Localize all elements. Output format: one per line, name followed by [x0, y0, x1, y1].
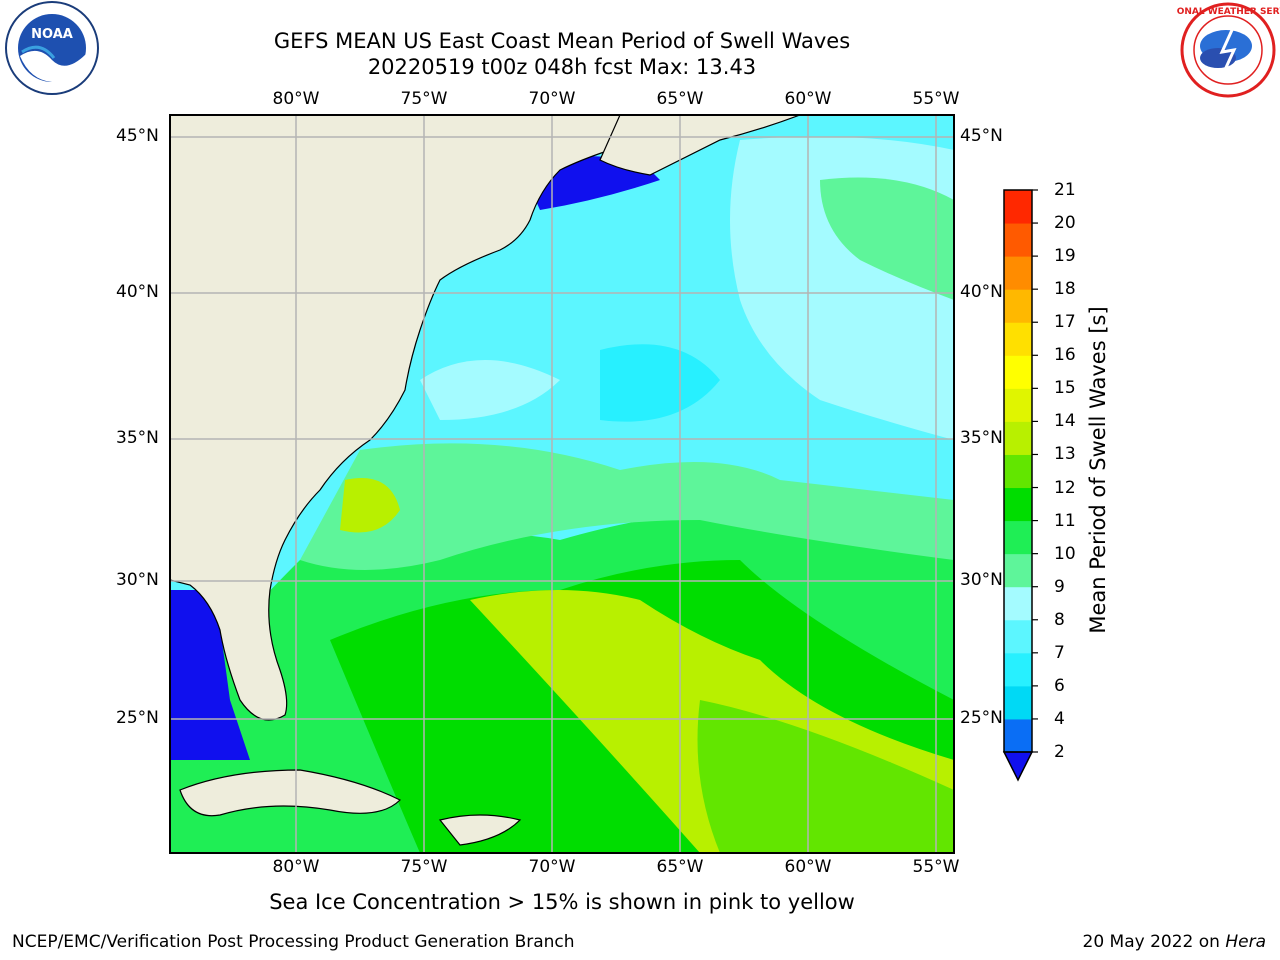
- colorbar-tick-label: 15: [1054, 378, 1076, 399]
- land-cuba: [179, 769, 402, 817]
- land-nova-scotia: [599, 115, 801, 176]
- lat-label-left-45n: 45°N: [116, 126, 159, 146]
- lon-label-top-55w: 55°W: [912, 89, 960, 109]
- swell-patch-gulf-of-mexico: [170, 590, 250, 760]
- colorbar-label: Mean Period of Swell Waves [s]: [1086, 306, 1110, 634]
- swell-patch-light-cyan: [420, 360, 560, 420]
- lon-label-top-75w: 75°W: [400, 89, 448, 109]
- footer-host: Hera: [1225, 932, 1266, 952]
- colorbar-tick-label: 19: [1054, 246, 1076, 267]
- colorbar-tick-label: 6: [1054, 675, 1065, 696]
- noaa-logo-text: NOAA: [31, 27, 73, 42]
- colorbar-frame: [1003, 189, 1033, 753]
- colorbar-segment: [1004, 256, 1032, 290]
- colorbar-tick-label: 21: [1054, 180, 1076, 200]
- colorbar-segment: [1004, 190, 1032, 224]
- lon-label-top-70w: 70°W: [528, 89, 576, 109]
- colorbar-segment: [1004, 322, 1032, 356]
- noaa-logo: NOAA: [0, 0, 106, 104]
- colorbar-tick-label: 17: [1054, 312, 1076, 333]
- nws-logo-text: NATIONAL WEATHER SERVICE: [1176, 7, 1280, 17]
- lon-label-bottom-70w: 70°W: [528, 857, 576, 877]
- colorbar-tick-label: 16: [1054, 345, 1076, 366]
- colorbar-segment: [1004, 553, 1032, 588]
- lon-label-bottom-80w: 80°W: [272, 857, 320, 877]
- graticule: [170, 115, 954, 853]
- colorbar-tick-label: 8: [1054, 609, 1065, 630]
- footer-producer: NCEP/EMC/Verification Post Processing Pr…: [12, 932, 575, 952]
- colorbar-tick-label: 9: [1054, 576, 1065, 597]
- colorbar-segment: [1004, 223, 1032, 257]
- lat-label-right-40n: 40°N: [960, 282, 1003, 302]
- colorbar-segment: [1004, 487, 1032, 522]
- colorbar-tick-label: 13: [1054, 444, 1076, 465]
- colorbar-tick-label: 12: [1054, 477, 1076, 498]
- colorbar-segment: [1004, 652, 1032, 687]
- colorbar: [1002, 189, 1038, 782]
- lon-label-bottom-65w: 65°W: [656, 857, 704, 877]
- colorbar-tick-label: 18: [1054, 279, 1076, 300]
- colorbar-extend-arrow: [1002, 751, 1034, 782]
- colorbar-tick-label: 20: [1054, 213, 1076, 234]
- colorbar-segment: [1004, 355, 1032, 389]
- colorbar-tick-label: 14: [1054, 411, 1076, 432]
- map-title: GEFS MEAN US East Coast Mean Period of S…: [273, 29, 851, 53]
- lat-label-right-30n: 30°N: [960, 570, 1003, 590]
- footer-date-text: 20 May 2022 on: [1082, 932, 1220, 952]
- colorbar-segment: [1004, 586, 1032, 621]
- colorbar-tick-label: 10: [1054, 543, 1076, 564]
- lon-label-top-80w: 80°W: [272, 89, 320, 109]
- lon-label-bottom-75w: 75°W: [400, 857, 448, 877]
- colorbar-tick-label: 7: [1054, 642, 1065, 663]
- lon-label-bottom-55w: 55°W: [912, 857, 960, 877]
- lat-label-right-25n: 25°N: [960, 708, 1003, 728]
- lat-label-left-40n: 40°N: [116, 282, 159, 302]
- colorbar-segment: [1004, 685, 1032, 720]
- swell-patch-center: [600, 344, 720, 422]
- nws-logo: NATIONAL WEATHER SERVICE: [1153, 0, 1280, 104]
- colorbar-tick-label: 11: [1054, 510, 1076, 531]
- colorbar-segment: [1004, 619, 1032, 654]
- swell-band-lime: [697, 700, 954, 853]
- swell-patch-offshore-carolina: [340, 478, 400, 533]
- lon-label-bottom-60w: 60°W: [784, 857, 832, 877]
- lon-label-top-60w: 60°W: [784, 89, 832, 109]
- lat-label-left-30n: 30°N: [116, 570, 159, 590]
- colorbar-segment: [1004, 289, 1032, 323]
- lat-label-left-25n: 25°N: [116, 708, 159, 728]
- colorbar-segment: [1004, 718, 1032, 753]
- lat-label-right-45n: 45°N: [960, 126, 1003, 146]
- map-border: [169, 114, 955, 854]
- land-hispaniola: [438, 814, 522, 846]
- footer-date: 20 May 2022 on Hera: [1083, 932, 1267, 952]
- colorbar-tick-label: 2: [1054, 742, 1065, 762]
- colorbar-segment: [1004, 421, 1032, 455]
- colorbar-segment: [1004, 454, 1032, 489]
- lat-label-right-35n: 35°N: [960, 428, 1003, 448]
- colorbar-segment: [1004, 388, 1032, 422]
- map-subtitle: 20220519 t00z 048h fcst Max: 13.43: [367, 55, 757, 79]
- swell-band-light-green: [300, 443, 954, 570]
- sea-ice-caption: Sea Ice Concentration > 15% is shown in …: [269, 890, 855, 914]
- colorbar-segment: [1004, 520, 1032, 555]
- swell-patch-northeast: [820, 177, 954, 300]
- colorbar-tick-label: 4: [1054, 708, 1065, 729]
- lat-label-left-35n: 35°N: [116, 428, 159, 448]
- lon-label-top-65w: 65°W: [656, 89, 704, 109]
